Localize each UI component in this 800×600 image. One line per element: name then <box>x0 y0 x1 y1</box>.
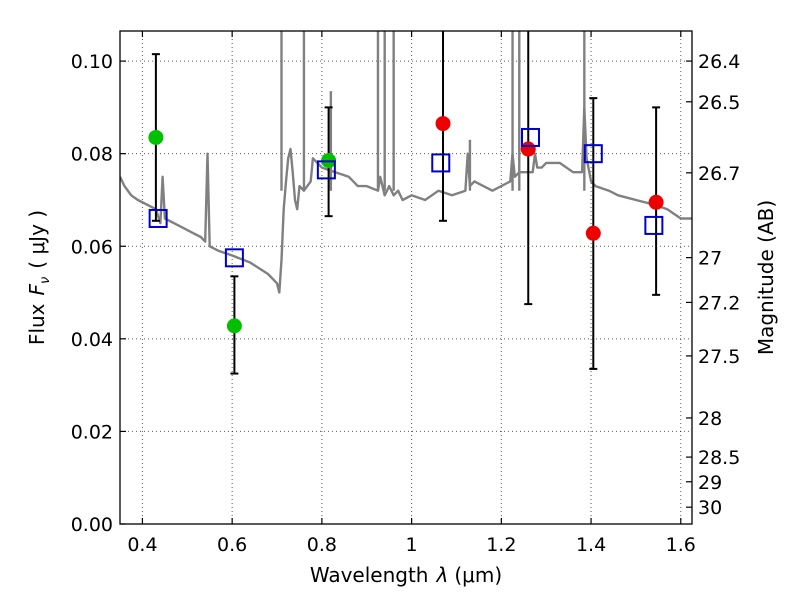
axis-ticks: 0.4 0.6 0.8 1 1.2 1.4 1.6 0.00 0.02 0.04 0.06 0.08 0… <box>71 31 740 556</box>
y-tick-label: 0.08 <box>71 144 113 166</box>
y2-tick-label: 26.7 <box>698 163 740 185</box>
plot-frame <box>119 30 693 525</box>
y-tick-label: 0.04 <box>71 329 113 351</box>
spectrum-line <box>120 106 692 294</box>
observed-point <box>226 318 242 334</box>
y2-tick-label: 28 <box>698 408 722 430</box>
y2-tick-label: 29 <box>698 472 722 494</box>
model-photometry-square <box>520 127 540 147</box>
plot-series <box>120 31 692 375</box>
y2-axis-label: Magnitude (AB) <box>754 200 778 355</box>
y2-tick-label: 27 <box>698 248 722 270</box>
y2-tick-label: 27.5 <box>698 346 740 368</box>
x-tick-label: 1.2 <box>486 534 516 556</box>
y-tick-label: 0.06 <box>71 236 113 258</box>
observed-point <box>585 225 601 241</box>
model-photometry-square <box>644 215 664 235</box>
y-tick-label: 0.00 <box>71 514 113 536</box>
x-axis-label: Wavelength λ (μm) <box>310 563 502 587</box>
y-tick-label: 0.02 <box>71 421 113 443</box>
model-photometry-square <box>224 248 244 268</box>
y-tick-label: 0.10 <box>71 51 113 73</box>
x-tick-label: 1.4 <box>576 534 606 556</box>
y-axis-label: FluxFν( μJy ) <box>25 210 53 345</box>
model-photometry-square <box>431 153 451 173</box>
grid-lines <box>120 31 692 524</box>
y2-tick-label: 27.2 <box>698 292 740 314</box>
x-tick-label: 1 <box>406 534 418 556</box>
model-photometry-square <box>583 144 603 164</box>
x-tick-label: 0.6 <box>217 534 247 556</box>
y2-tick-label: 26.4 <box>698 51 740 73</box>
y2-tick-label: 30 <box>698 497 722 519</box>
y2-tick-label: 28.5 <box>698 447 740 469</box>
observed-point <box>435 116 451 132</box>
observed-point <box>520 141 536 157</box>
x-tick-label: 1.6 <box>666 534 696 556</box>
observed-point <box>648 194 664 210</box>
x-tick-label: 0.8 <box>307 534 337 556</box>
model-photometry-square <box>148 208 168 228</box>
x-tick-label: 0.4 <box>127 534 157 556</box>
observed-point <box>148 129 164 145</box>
y2-tick-label: 26.5 <box>698 92 740 114</box>
model-photometry-square <box>316 160 336 180</box>
